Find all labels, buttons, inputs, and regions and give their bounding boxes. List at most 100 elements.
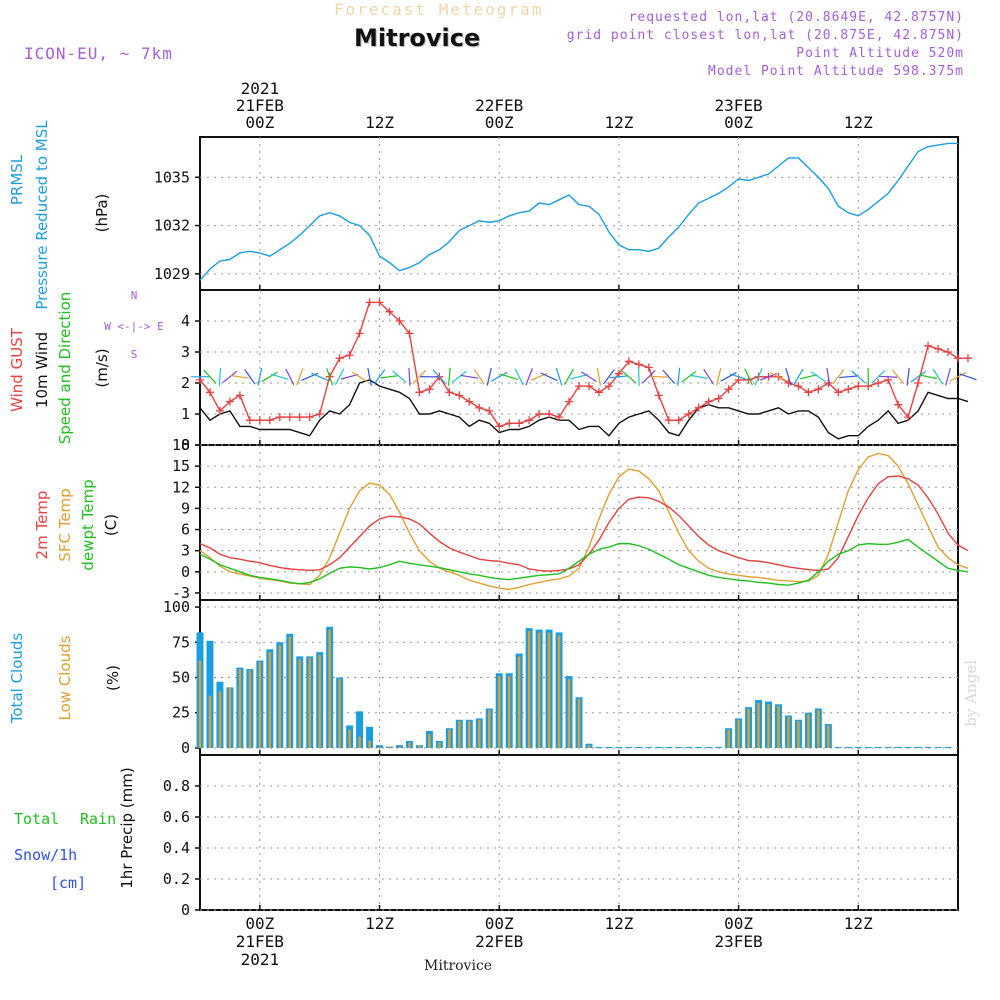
- total-cloud-bar: [864, 746, 872, 748]
- low-cloud-bar: [328, 629, 331, 748]
- gust-marker: [894, 400, 903, 409]
- wind-arrow: [919, 374, 938, 380]
- wind-arrow: [432, 369, 446, 384]
- low-cloud-bar: [278, 645, 281, 748]
- wind-arrow: [949, 372, 967, 382]
- gust-marker: [934, 344, 943, 353]
- time-label-bottom: 2021: [241, 950, 280, 969]
- wind-arrow: [351, 371, 368, 383]
- pressure-line: [199, 142, 958, 281]
- low-cloud-bar: [498, 676, 501, 748]
- compass-south: S: [131, 348, 138, 361]
- y-tick-label: 0.8: [163, 777, 190, 795]
- total-cloud-bar: [605, 746, 613, 748]
- low-cloud-bar: [418, 745, 421, 748]
- time-label-top: 12Z: [844, 113, 873, 132]
- y-tick-label: 2: [181, 374, 190, 392]
- total-cloud-bar: [884, 746, 892, 748]
- time-label-top: 12Z: [604, 113, 633, 132]
- temp-unit: (C): [102, 514, 120, 536]
- low-cloud-bar: [827, 725, 830, 748]
- time-label-bottom: 21FEB: [236, 932, 284, 951]
- low-cloud-bar: [587, 745, 591, 748]
- wind-arrow: [662, 369, 676, 384]
- low-cloud-bar: [358, 736, 361, 748]
- y-tick-label: 12: [172, 478, 190, 496]
- wind-arrow: [891, 369, 905, 385]
- total-cloud-bar: [944, 746, 952, 748]
- gust-marker: [335, 354, 344, 363]
- total-cloud-bar: [615, 746, 623, 748]
- gust-marker: [924, 341, 933, 350]
- gust-marker: [235, 391, 244, 400]
- wind-arrow: [408, 367, 411, 386]
- gust-marker: [654, 391, 663, 400]
- gust-marker: [395, 317, 404, 325]
- wind-arrow: [380, 375, 399, 379]
- gust-marker: [265, 416, 274, 425]
- low-cloud-bar: [338, 678, 341, 748]
- y-tick-label: 0: [181, 739, 190, 757]
- time-label-bottom: 12Z: [844, 914, 873, 933]
- time-label-bottom: 00Z: [245, 914, 274, 933]
- low-cloud-bar: [348, 729, 351, 748]
- gust-marker: [215, 406, 224, 415]
- gust-marker: [904, 413, 913, 422]
- gust-marker: [425, 385, 434, 394]
- total-cloud-bar: [874, 746, 882, 748]
- y-tick-label: 0: [181, 901, 190, 919]
- gust-marker: [565, 397, 574, 406]
- gust-marker: [714, 394, 723, 403]
- low-cloud-bar: [817, 709, 820, 748]
- station-title: Mitrovice: [354, 24, 481, 52]
- gust-marker: [415, 388, 424, 397]
- dewpt-label: dewpt Temp: [79, 479, 97, 570]
- wind-arrow: [910, 371, 926, 383]
- wind-arrow: [689, 374, 708, 379]
- low-cloud-bar: [228, 687, 232, 748]
- panel-frame-wind: [199, 289, 959, 446]
- total-cloud-bar: [685, 746, 693, 748]
- gust-marker: [854, 382, 863, 391]
- y-tick-label: 15: [172, 457, 190, 475]
- wind-arrow: [906, 367, 910, 386]
- low-cloud-bar: [468, 721, 471, 748]
- wind-arrow: [373, 369, 386, 385]
- gust-marker: [704, 397, 713, 406]
- low-cloud-bar: [298, 659, 301, 748]
- gust-marker: [445, 388, 454, 397]
- wind-arrow: [621, 370, 637, 384]
- point-altitude: Point Altitude 520m: [796, 46, 964, 61]
- y-tick-label: 1029: [154, 265, 190, 283]
- wind-arrow: [460, 374, 479, 379]
- wind-arrow: [754, 368, 763, 386]
- low-cloud-bar: [488, 709, 491, 748]
- total-cloud-bar: [356, 711, 364, 748]
- total-cloud-bar: [894, 746, 902, 748]
- low-cloud-bar: [777, 705, 780, 748]
- low-cloud-bar: [557, 635, 561, 748]
- total-cloud-bar: [924, 746, 932, 748]
- total-cloud-bar: [595, 746, 603, 748]
- y-tick-label: 0: [181, 563, 190, 581]
- sfc-temp-label: SFC Temp: [56, 488, 74, 561]
- time-label-bottom: 12Z: [365, 914, 394, 933]
- cloud-unit: (%): [104, 665, 122, 691]
- y-tick-label: 75: [172, 633, 190, 651]
- low-cloud-bar: [797, 721, 800, 748]
- y-tick-label: 0.4: [163, 839, 190, 857]
- low-cloud-bar: [248, 670, 252, 748]
- total-cloud-bar: [854, 746, 862, 748]
- gust-marker: [624, 357, 633, 366]
- total-cloud-bar: [625, 746, 633, 748]
- low-cloud-bar: [517, 656, 521, 748]
- total-cloud-bar: [675, 746, 683, 748]
- gust-marker: [295, 413, 304, 422]
- y-tick-label: 1: [181, 405, 190, 423]
- gust-marker: [515, 419, 524, 428]
- snow-label: Snow/1h: [14, 846, 77, 864]
- gust-label: Wind GUST: [8, 327, 26, 412]
- gust-marker: [455, 391, 464, 400]
- total-cloud-bar: [695, 746, 703, 748]
